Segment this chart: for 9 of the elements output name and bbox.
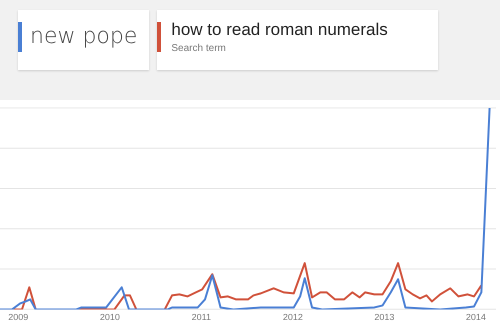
legend-label: new pope [30, 24, 138, 49]
x-tick-label: 2011 [192, 312, 212, 322]
legend-label: how to read roman numerals [171, 20, 388, 40]
text: Search term [171, 43, 227, 54]
x-tick-label: 2009 [8, 312, 28, 322]
x-tick-label: 2010 [100, 312, 120, 322]
x-tick-label: 2013 [374, 312, 394, 322]
x-tick-label: 2014 [466, 312, 486, 322]
x-tick-label: 2012 [282, 312, 303, 322]
